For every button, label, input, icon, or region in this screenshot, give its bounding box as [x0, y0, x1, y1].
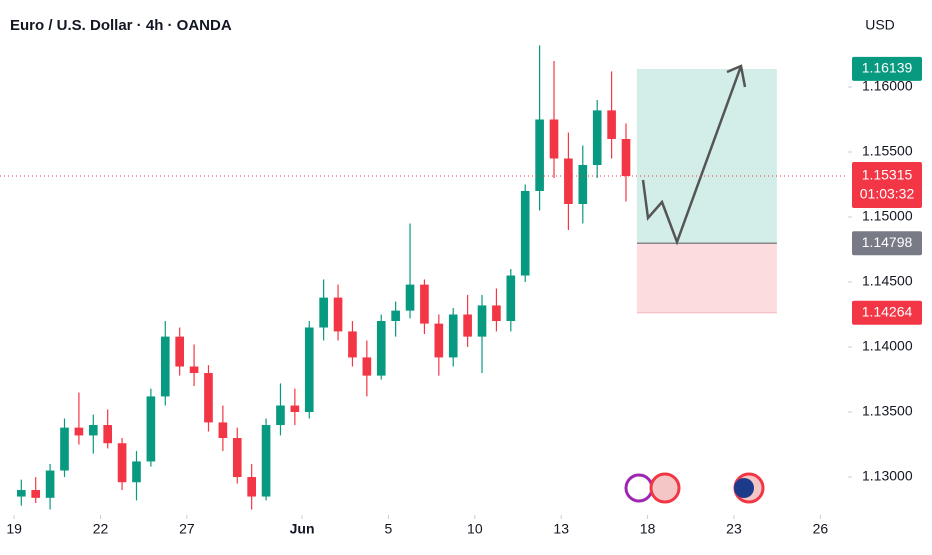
target-label: 1.16139: [862, 60, 913, 76]
candles: [16, 45, 631, 510]
position-tool: [636, 68, 777, 314]
candle-body: [232, 438, 242, 478]
candle-body: [45, 470, 55, 498]
y-tick-label: 1.14500: [862, 273, 913, 289]
event-icon[interactable]: [649, 472, 681, 504]
candle-body: [592, 110, 602, 165]
candle-body: [420, 284, 429, 324]
candle-body: [60, 427, 69, 471]
candle-body: [204, 373, 213, 423]
candle-body: [31, 490, 41, 498]
candle-body: [160, 336, 170, 397]
candle-body: [103, 425, 113, 444]
y-tick-label: 1.16000: [862, 78, 913, 94]
x-tick-label: 22: [93, 521, 109, 537]
candle-body: [146, 396, 156, 462]
profit-zone: [636, 68, 777, 244]
candle-body: [218, 422, 228, 439]
candle-body: [391, 310, 400, 322]
entry-label: 1.14798: [862, 234, 913, 250]
candle-body: [88, 425, 98, 436]
x-tick-label: 5: [385, 521, 393, 537]
candle-body: [319, 297, 328, 328]
last-price-label-bg: [852, 162, 922, 209]
candle-body: [621, 138, 631, 177]
candle-body: [175, 336, 184, 367]
candle-body: [348, 331, 357, 358]
candle-body: [492, 305, 501, 322]
candle-body: [362, 357, 372, 376]
stop-label-bg: [852, 300, 922, 325]
y-tick-label: 1.13500: [862, 403, 913, 419]
candle-body: [477, 305, 487, 337]
candle-body: [535, 119, 544, 191]
currency-label[interactable]: USD: [865, 17, 895, 33]
candle-body: [434, 323, 444, 358]
stop-label: 1.14264: [862, 303, 913, 319]
candle-body: [117, 443, 127, 483]
candle-body: [376, 321, 386, 376]
x-tick-label: 27: [179, 521, 195, 537]
y-tick-label: 1.14000: [862, 338, 913, 354]
candle-body: [448, 314, 458, 358]
loss-zone: [636, 243, 777, 313]
x-tick-label: 23: [726, 521, 742, 537]
candle-body: [463, 314, 472, 337]
candle-body: [405, 284, 415, 311]
candle-body: [607, 110, 616, 139]
candle-body: [549, 119, 559, 159]
candle-body: [247, 477, 256, 497]
candle-body: [304, 327, 314, 413]
event-icon[interactable]: [624, 473, 654, 503]
target-label-bg: [852, 56, 922, 81]
candle-body: [290, 405, 300, 413]
candle-body: [276, 405, 285, 426]
x-tick-label: 26: [813, 521, 829, 537]
y-tick-label: 1.15500: [862, 143, 913, 159]
x-tick-label: Jun: [290, 521, 315, 537]
y-tick-label: 1.15000: [862, 208, 913, 224]
projection-arrow: [641, 64, 747, 246]
x-tick-label: 18: [640, 521, 656, 537]
last-price-label: 1.15315: [862, 167, 913, 183]
candle-body: [74, 427, 84, 436]
x-tick-label: 13: [553, 521, 569, 537]
event-icons[interactable]: [624, 472, 765, 504]
entry-label-bg: [852, 231, 922, 256]
candle-body: [132, 461, 141, 483]
candle-body: [189, 366, 199, 374]
candle-body: [578, 164, 588, 204]
candle-body: [333, 297, 343, 332]
chart-title: Euro / U.S. Dollar · 4h · OANDA: [10, 17, 232, 34]
candle-body: [520, 190, 530, 276]
candle-body: [564, 158, 573, 204]
candle-body: [16, 490, 26, 497]
countdown-label: 01:03:32: [860, 186, 915, 202]
x-tick-label: 10: [467, 521, 483, 537]
candle-body: [506, 275, 516, 322]
x-tick-label: 19: [6, 521, 22, 537]
y-tick-label: 1.13000: [862, 468, 913, 484]
candle-body: [261, 425, 271, 497]
event-icon[interactable]: [734, 478, 754, 498]
